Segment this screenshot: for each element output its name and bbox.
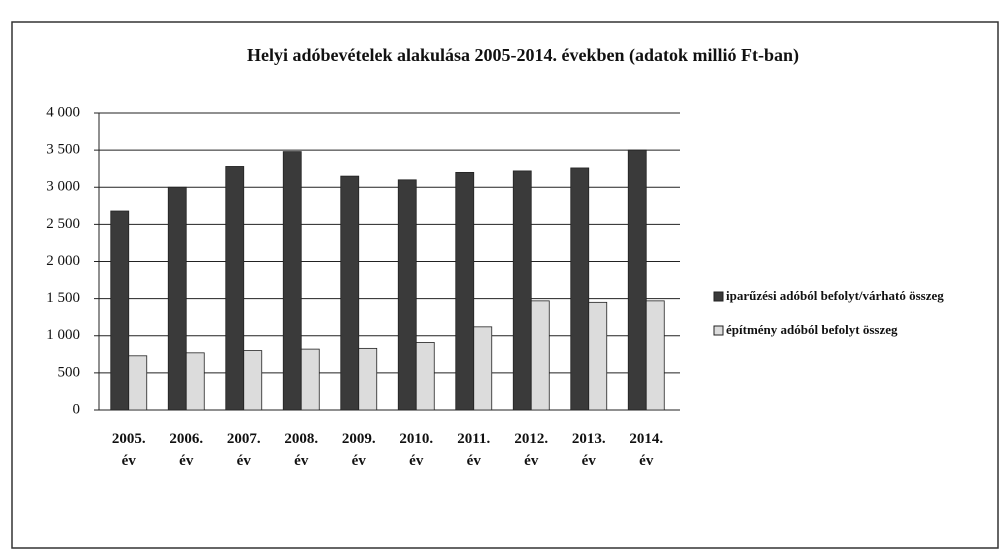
bar bbox=[340, 175, 360, 411]
x-tick-label: 2013. év bbox=[572, 431, 606, 469]
x-tick-label: 2006. év bbox=[169, 431, 203, 469]
bar bbox=[455, 171, 475, 411]
bar bbox=[358, 347, 378, 411]
x-tick-label: 2011. év bbox=[457, 431, 490, 469]
bar bbox=[570, 167, 590, 411]
bar bbox=[530, 300, 550, 411]
y-tick-label: 3 000 bbox=[46, 179, 80, 195]
x-tick-label: 2014. év bbox=[629, 431, 663, 469]
x-tick-label: 2010. év bbox=[399, 431, 433, 469]
bar bbox=[300, 348, 320, 411]
x-tick-label: 2008. év bbox=[284, 431, 318, 469]
chart-frame bbox=[11, 21, 999, 549]
bar bbox=[243, 350, 263, 411]
bar bbox=[645, 300, 665, 411]
bar bbox=[128, 355, 148, 411]
bar bbox=[512, 170, 532, 411]
bar bbox=[110, 210, 130, 411]
bar bbox=[473, 326, 493, 411]
y-tick-label: 1 500 bbox=[46, 290, 80, 306]
bar bbox=[627, 149, 647, 411]
legend-swatch bbox=[713, 291, 724, 302]
x-tick-label: 2007. év bbox=[227, 431, 261, 469]
bar bbox=[415, 342, 435, 411]
bar bbox=[397, 179, 417, 411]
x-tick-label: 2005. év bbox=[112, 431, 146, 469]
legend-label: építmény adóból befolyt összeg bbox=[726, 322, 898, 337]
legend-swatch bbox=[713, 325, 724, 336]
bar bbox=[282, 151, 302, 411]
y-tick-label: 0 bbox=[73, 401, 81, 417]
chart-title: Helyi adóbevételek alakulása 2005-2014. … bbox=[247, 45, 799, 66]
bar bbox=[588, 301, 608, 411]
y-tick-label: 3 500 bbox=[46, 142, 80, 158]
y-tick-label: 500 bbox=[58, 364, 81, 380]
y-tick-label: 4 000 bbox=[46, 104, 80, 120]
bar bbox=[167, 186, 187, 411]
y-tick-label: 2 000 bbox=[46, 253, 80, 269]
x-tick-label: 2012. év bbox=[514, 431, 548, 469]
x-tick-label: 2009. év bbox=[342, 431, 376, 469]
legend-label: iparűzési adóból befolyt/várható összeg bbox=[726, 288, 944, 303]
y-tick-label: 2 500 bbox=[46, 216, 80, 232]
bar bbox=[185, 352, 205, 411]
y-tick-label: 1 000 bbox=[46, 327, 80, 343]
bar bbox=[225, 166, 245, 411]
